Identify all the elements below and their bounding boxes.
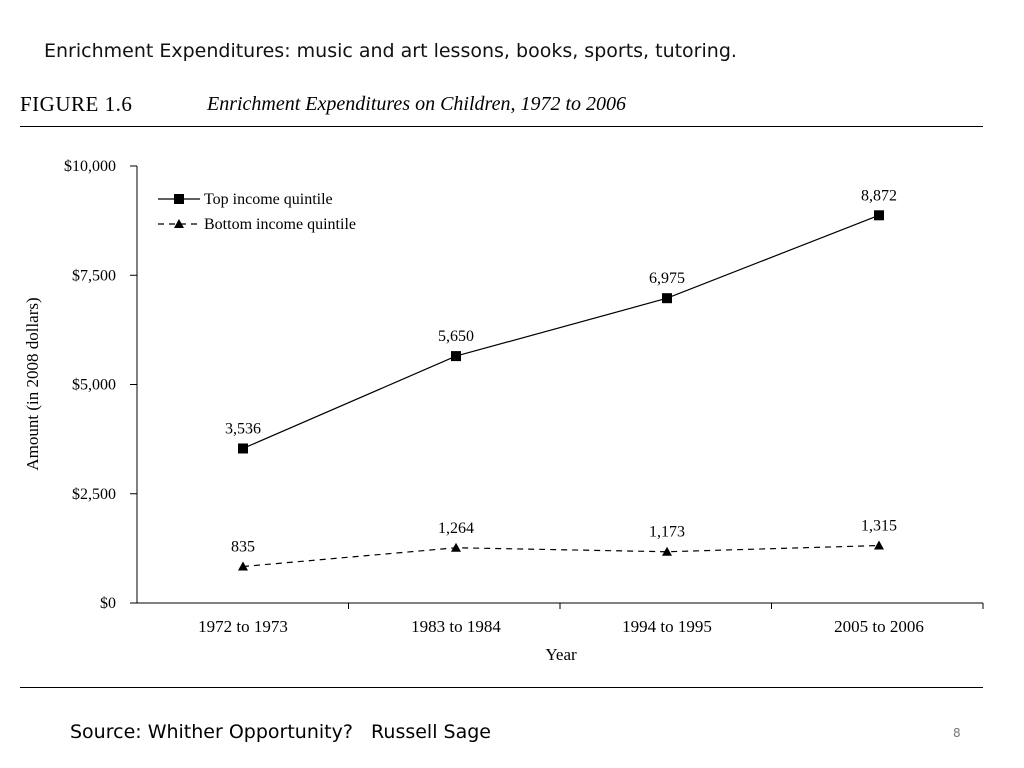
data-point-triangle [238,561,248,571]
data-point-square [451,351,461,362]
source-note: Source: Whither Opportunity? Russell Sag… [70,721,491,743]
y-axis-label: Amount (in 2008 dollars) [23,297,42,470]
figure-title: Enrichment Expenditures on Children, 197… [207,93,627,115]
figure-top-rule [20,126,983,127]
slide-heading: Enrichment Expenditures: music and art l… [44,40,737,62]
data-label: 5,650 [438,328,474,345]
y-tick-label: $0 [100,595,116,612]
series-top-income-quintile: 3,536 5,650 6,975 8,872 [225,187,897,454]
x-tick-label: 2005 to 2006 [834,617,924,636]
chart-series: 3,536 5,650 6,975 8,872 835 1,264 1,173 1,315 [225,187,897,571]
data-point-triangle [874,540,884,550]
data-point-triangle [174,219,184,228]
series-line [242,544,880,568]
data-label: 3,536 [225,420,261,437]
data-label: 1,264 [438,520,474,537]
series-bottom-income-quintile: 835 1,264 1,173 1,315 [231,518,897,571]
data-point-square [174,194,184,204]
x-axis-label: Year [545,645,577,664]
figure-number: FIGURE 1.6 [20,92,133,116]
data-point-square [874,210,884,221]
data-point-square [662,293,672,304]
data-label: 6,975 [649,270,685,287]
y-tick-label: $2,500 [72,486,116,503]
data-label: 8,872 [861,187,897,204]
chart-axes: $0 $2,500 $5,000 $7,500 $10,000 1972 to 1973 1… [23,158,984,664]
x-tick-label: 1983 to 1984 [411,617,501,636]
legend-label: Bottom income quintile [204,216,356,233]
x-tick-label: 1972 to 1973 [198,617,288,636]
data-point-triangle [451,542,461,552]
series-line [242,214,880,450]
y-tick-label: $7,500 [72,267,116,284]
data-label: 1,173 [649,524,685,541]
data-label: 835 [231,539,255,556]
page-number: 8 [953,726,961,740]
data-label: 1,315 [861,518,897,535]
data-point-triangle [662,546,672,556]
x-tick-label: 1994 to 1995 [622,617,712,636]
chart-legend: Top income quintile Bottom income quintil… [158,191,356,233]
figure-bottom-rule [20,687,983,688]
legend-label: Top income quintile [204,191,333,208]
data-point-square [238,443,248,454]
y-tick-label: $5,000 [72,377,116,394]
y-tick-label: $10,000 [64,158,116,175]
